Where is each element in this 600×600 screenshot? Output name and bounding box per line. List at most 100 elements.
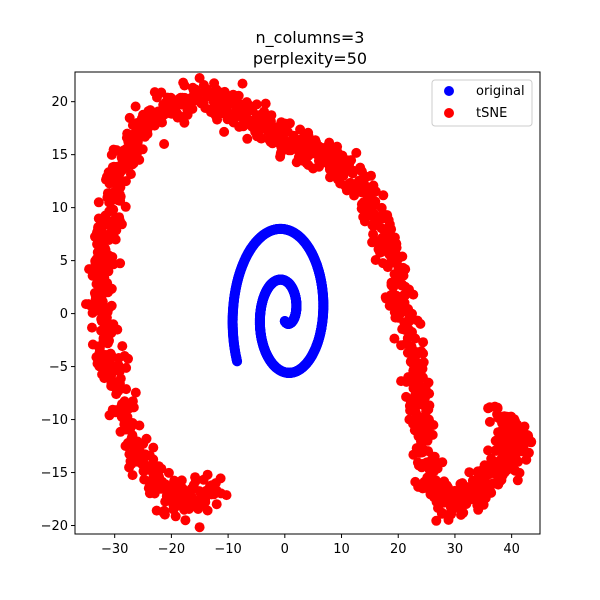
plot-frame bbox=[74, 71, 541, 535]
tsne-point bbox=[135, 121, 146, 132]
tsne-point bbox=[96, 281, 107, 292]
tsne-point bbox=[368, 229, 379, 240]
tsne-point bbox=[148, 442, 159, 453]
tsne-point bbox=[170, 511, 181, 522]
tsne-point bbox=[138, 438, 149, 449]
x-tick-label: 20 bbox=[390, 542, 407, 557]
tsne-point bbox=[402, 374, 413, 384]
tsne-point bbox=[127, 470, 138, 481]
tsne-point bbox=[275, 148, 286, 159]
original-point bbox=[232, 356, 243, 367]
tsne-point bbox=[412, 315, 423, 326]
legend-label-original: original bbox=[476, 84, 525, 99]
tsne-point bbox=[106, 173, 116, 184]
y-axis: −20 −15 −10 −5 0 5 10 15 20 bbox=[41, 95, 75, 534]
y-tick-label: −5 bbox=[49, 360, 68, 375]
tsne-point bbox=[98, 324, 109, 335]
tsne-point bbox=[169, 475, 180, 486]
tsne-point bbox=[314, 160, 325, 171]
tsne-point bbox=[121, 362, 132, 373]
tsne-point bbox=[219, 126, 230, 137]
tsne-point bbox=[421, 459, 432, 470]
tsne-point bbox=[318, 149, 329, 160]
tsne-point bbox=[152, 112, 163, 123]
tsne-point bbox=[98, 333, 109, 344]
plot-area bbox=[81, 73, 537, 533]
tsne-point bbox=[400, 281, 411, 292]
tsne-point bbox=[117, 341, 128, 352]
tsne-point bbox=[148, 469, 159, 480]
tsne-point bbox=[383, 215, 394, 225]
tsne-point bbox=[265, 126, 275, 137]
tsne-point bbox=[404, 315, 415, 326]
tsne-point bbox=[209, 78, 220, 89]
legend-box bbox=[431, 79, 533, 127]
tsne-point bbox=[229, 95, 240, 106]
y-tick-label: 10 bbox=[51, 201, 68, 216]
tsne-point bbox=[276, 117, 287, 128]
tsne-point bbox=[106, 300, 117, 311]
tsne-point bbox=[482, 464, 493, 475]
tsne-point bbox=[111, 225, 122, 236]
tsne-point bbox=[104, 188, 115, 199]
tsne-point bbox=[348, 165, 359, 176]
tsne-point bbox=[306, 137, 317, 148]
tsne-point bbox=[368, 221, 379, 232]
tsne-point bbox=[416, 346, 427, 357]
tsne-point bbox=[354, 175, 365, 186]
tsne-point bbox=[201, 84, 212, 95]
tsne-point bbox=[376, 223, 387, 234]
x-tick-label: 10 bbox=[333, 542, 350, 557]
tsne-point bbox=[117, 165, 128, 175]
tsne-point bbox=[93, 197, 104, 208]
tsne-point bbox=[382, 262, 393, 273]
tsne-point bbox=[186, 484, 197, 495]
tsne-point bbox=[295, 144, 306, 155]
tsne-point bbox=[449, 503, 460, 514]
tsne-point bbox=[324, 160, 335, 171]
tsne-point bbox=[104, 197, 115, 208]
tsne-point bbox=[222, 114, 233, 125]
y-tick-label: 15 bbox=[51, 148, 68, 163]
tsne-point bbox=[396, 299, 406, 310]
tsne-point bbox=[356, 203, 367, 214]
tsne-point bbox=[196, 98, 207, 109]
tsne-point bbox=[442, 485, 453, 496]
tsne-point bbox=[386, 280, 397, 291]
tsne-point bbox=[97, 369, 108, 380]
tsne-point bbox=[104, 230, 114, 240]
x-axis: −30 −20 −10 0 10 20 30 40 bbox=[101, 534, 520, 557]
x-tick-label: −10 bbox=[214, 542, 241, 557]
tsne-point bbox=[107, 162, 118, 173]
tsne-point bbox=[400, 338, 411, 349]
tsne-point bbox=[182, 105, 193, 116]
y-tick-label: −20 bbox=[41, 519, 68, 534]
tsne-point bbox=[410, 354, 420, 365]
tsne-point bbox=[284, 118, 295, 129]
tsne-point bbox=[106, 370, 117, 381]
tsne-point bbox=[283, 145, 294, 156]
tsne-point bbox=[419, 431, 430, 442]
tsne-point bbox=[128, 158, 139, 169]
tsne-point bbox=[127, 430, 138, 441]
tsne-point bbox=[156, 87, 167, 98]
chart-title-line-2: perplexity=50 bbox=[253, 49, 367, 68]
tsne-point bbox=[251, 99, 262, 110]
tsne-point bbox=[443, 514, 454, 525]
tsne-point bbox=[490, 445, 501, 456]
tsne-point bbox=[124, 112, 135, 123]
tsne-point bbox=[94, 361, 105, 372]
tsne-point bbox=[172, 112, 183, 123]
tsne-point bbox=[97, 296, 108, 307]
tsne-point bbox=[112, 324, 123, 335]
legend-label-tsne: tSNE bbox=[476, 106, 507, 121]
tsne-point bbox=[425, 470, 436, 481]
tsne-point bbox=[210, 93, 221, 104]
tsne-point bbox=[144, 480, 155, 491]
y-tick-label: −15 bbox=[41, 466, 68, 481]
tsne-point bbox=[492, 402, 503, 413]
tsne-point bbox=[341, 185, 352, 196]
tsne-point bbox=[314, 141, 325, 152]
tsne-point bbox=[398, 262, 409, 273]
